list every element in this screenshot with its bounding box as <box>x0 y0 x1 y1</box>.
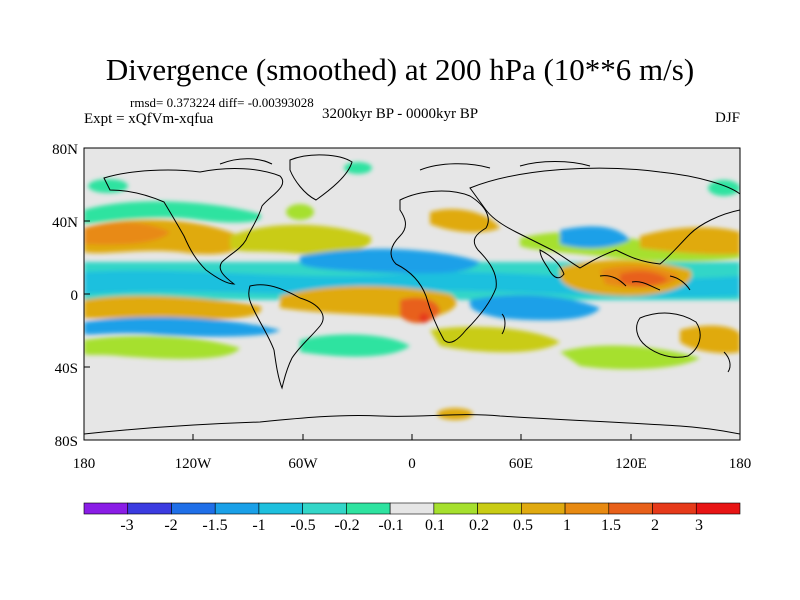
lon-label-180w: 180 <box>73 456 96 472</box>
coast-maritime-continent <box>599 275 691 291</box>
field-npac-dark <box>84 222 170 245</box>
colorbar-label: -0.2 <box>334 517 360 534</box>
field-africa-max <box>419 313 429 323</box>
lon-label-60w: 60W <box>288 456 318 472</box>
colorbar-label: -0.5 <box>290 517 316 534</box>
field-spac-blue <box>84 316 280 337</box>
field-arctic-green <box>344 162 372 174</box>
colorbar-label: -3 <box>120 517 134 534</box>
colorbar-label: -1.5 <box>202 517 228 534</box>
coast-madagascar <box>501 313 506 335</box>
field-npac-east-orange <box>640 227 740 255</box>
divergence-field <box>84 162 740 420</box>
colorbar-swatch <box>477 502 522 515</box>
field-so-green-3 <box>560 345 700 370</box>
colorbar-label: 0.2 <box>469 517 489 534</box>
lat-label-40n: 40N <box>52 215 78 231</box>
longitude-labels: 180 120W 60W 0 60E 120E 180 <box>73 456 752 472</box>
lon-label-120w: 120W <box>175 456 213 472</box>
lat-label-80s: 80S <box>55 434 78 450</box>
colorbar-label: 0.5 <box>513 517 533 534</box>
colorbar-swatch <box>171 502 216 515</box>
coast-south-america <box>248 284 324 390</box>
period-label: 3200kyr BP - 0000kyr BP <box>322 106 479 122</box>
colorbar-label: 3 <box>695 517 703 534</box>
colorbar-swatch <box>652 502 697 515</box>
field-so-orange-east <box>680 325 740 354</box>
field-so-green-2 <box>300 334 410 357</box>
colorbar-label: 2 <box>651 517 659 534</box>
lon-label-180e: 180 <box>729 456 752 472</box>
coast-greenland <box>289 154 353 201</box>
colorbar <box>83 502 741 515</box>
field-europe-orange <box>430 209 500 233</box>
coast-europe-africa <box>390 190 497 343</box>
field-npac-green <box>84 201 262 224</box>
chart-title: Divergence (smoothed) at 200 hPa (10**6 … <box>105 52 695 87</box>
colorbar-swatch <box>389 502 435 515</box>
coast-india <box>539 249 565 279</box>
colorbar-swatch <box>433 502 478 515</box>
field-natl-yellow <box>230 224 372 256</box>
field-so-green-1 <box>84 335 240 359</box>
colorbar-label: 1 <box>563 517 571 534</box>
colorbar-swatch <box>302 502 347 515</box>
colorbar-label: 1.5 <box>601 517 621 534</box>
colorbar-label: -1 <box>252 517 266 534</box>
coast-new-zealand <box>723 351 731 373</box>
axis-ticks <box>83 147 741 441</box>
colorbar-swatch <box>258 502 303 515</box>
coast-antarctica <box>84 414 740 435</box>
colorbar-swatch <box>83 502 129 515</box>
colorbar-swatch <box>214 502 260 515</box>
colorbar-swatch <box>127 502 172 515</box>
stats-text: rmsd= 0.373224 diff= -0.00393028 <box>130 95 314 110</box>
colorbar-swatch <box>564 502 610 515</box>
lat-label-40s: 40S <box>55 361 78 377</box>
lat-label-0: 0 <box>71 288 79 304</box>
field-greenland-green <box>286 204 314 220</box>
colorbar-label: -2 <box>164 517 178 534</box>
coast-north-america <box>103 168 284 285</box>
lon-label-0: 0 <box>408 456 416 472</box>
season-label: DJF <box>714 110 740 126</box>
lat-label-80n: 80N <box>52 142 78 158</box>
coastlines <box>84 154 740 435</box>
experiment-label: Expt = xQfVm-xqfua <box>84 111 214 127</box>
colorbar-swatch <box>521 502 566 515</box>
field-so-yellow-1 <box>430 326 560 353</box>
field-asia-blue <box>560 226 630 249</box>
lon-label-60e: 60E <box>509 456 533 472</box>
field-mc-red <box>620 271 668 287</box>
lon-label-120e: 120E <box>615 456 647 472</box>
colorbar-swatch <box>346 502 391 515</box>
coast-australia <box>636 312 701 358</box>
colorbar-swatch <box>608 502 653 515</box>
field-npac-ne-green <box>708 180 740 196</box>
coast-asia <box>469 167 740 269</box>
colorbar-label: -0.1 <box>378 517 404 534</box>
field-antarctic-orange <box>437 408 473 420</box>
colorbar-label: 0.1 <box>425 517 445 534</box>
colorbar-swatch <box>695 502 741 515</box>
field-spac-orange <box>84 295 262 320</box>
latitude-labels: 80N 40N 0 40S 80S <box>52 142 78 450</box>
field-natl-blue <box>300 248 480 274</box>
field-africa-red <box>400 297 440 324</box>
coast-arctic-islands <box>219 158 591 171</box>
